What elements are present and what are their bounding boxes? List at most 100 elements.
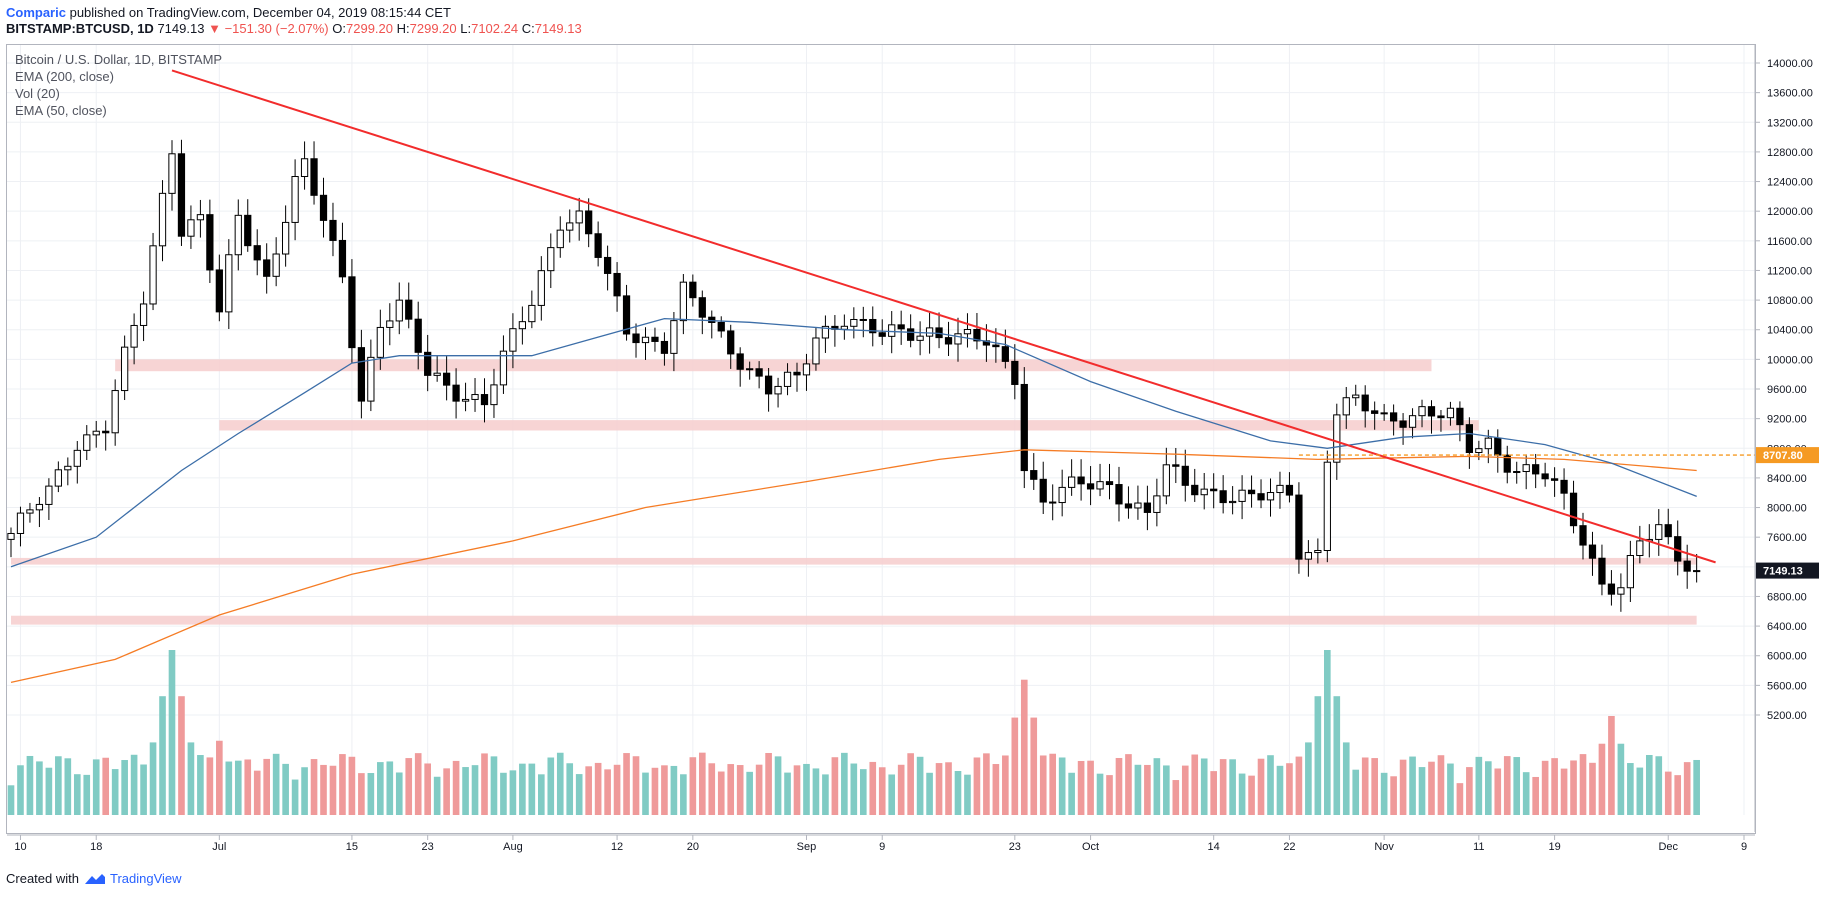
candle-body xyxy=(1333,414,1341,463)
volume-bar xyxy=(575,774,583,815)
candle-body xyxy=(1314,549,1322,554)
candle-body xyxy=(992,344,1000,348)
candle-body xyxy=(1664,524,1672,538)
y-tick-label: 6000.00 xyxy=(1767,651,1807,663)
y-tick-label: 10000.00 xyxy=(1767,354,1813,366)
candle-body xyxy=(793,371,801,376)
candle-body xyxy=(92,430,100,436)
volume-bar xyxy=(83,774,91,815)
author-link[interactable]: Comparic xyxy=(6,5,66,20)
volume-bar xyxy=(1106,775,1113,815)
volume-bar xyxy=(329,765,337,815)
legend-title[interactable]: Bitcoin / U.S. Dollar, 1D, BITSTAMP xyxy=(15,52,223,67)
candle-body xyxy=(158,192,167,247)
candle-body xyxy=(1068,476,1076,488)
volume-bar xyxy=(604,769,611,815)
volume-bar xyxy=(1134,764,1142,815)
volume-bar xyxy=(149,742,157,815)
volume-bar xyxy=(954,771,962,815)
volume-bar xyxy=(859,769,867,815)
candle-body xyxy=(149,245,157,305)
candle-body xyxy=(357,347,366,402)
volume-bar xyxy=(651,767,659,815)
candle-body xyxy=(1238,489,1246,502)
candle-body xyxy=(1579,525,1587,546)
volume-bar xyxy=(1248,775,1255,815)
volume-bar xyxy=(1494,768,1502,815)
candle-body xyxy=(121,346,129,392)
candle-body xyxy=(405,299,413,320)
volume-bar xyxy=(670,765,678,815)
candle-body xyxy=(1020,383,1028,472)
low-label: L: xyxy=(460,21,472,36)
candle-body xyxy=(1162,464,1170,497)
volume-bar xyxy=(698,752,706,815)
candle-body xyxy=(1569,492,1578,527)
volume-bar xyxy=(1361,757,1369,815)
candle-body xyxy=(64,465,72,471)
candle-body xyxy=(206,214,214,271)
candle-body xyxy=(1522,464,1530,473)
y-tick-label: 8400.00 xyxy=(1767,473,1807,485)
candle-body xyxy=(670,320,678,354)
candle-body xyxy=(1427,406,1436,417)
candle-body xyxy=(537,270,545,306)
volume-bar xyxy=(765,752,772,815)
candle-body xyxy=(556,229,564,249)
candle-body xyxy=(1352,394,1360,399)
candle-body xyxy=(736,353,744,370)
volume-bar xyxy=(774,756,782,815)
legend-ema200[interactable]: EMA (200, close) xyxy=(15,69,114,84)
volume-bar xyxy=(168,650,176,815)
high-label: H: xyxy=(396,21,410,36)
candle-body xyxy=(386,320,394,328)
close-value: 7149.13 xyxy=(534,21,582,36)
legend-vol[interactable]: Vol (20) xyxy=(15,86,60,101)
chart-legend: Bitcoin / U.S. Dollar, 1D, BITSTAMP EMA … xyxy=(15,51,222,119)
volume-bar xyxy=(642,772,649,815)
candle-body xyxy=(1389,412,1398,422)
candle-body xyxy=(16,512,25,534)
volume-bar xyxy=(1674,775,1682,815)
volume-bar xyxy=(102,757,110,815)
candle-body xyxy=(528,304,536,323)
candle-body xyxy=(1115,484,1123,505)
volume-bar xyxy=(234,760,242,815)
y-tick-label: 12800.00 xyxy=(1767,147,1813,159)
candle-body xyxy=(329,219,337,241)
candle-body xyxy=(26,509,34,514)
volume-bar xyxy=(301,767,308,815)
volume-bar xyxy=(1058,757,1066,815)
candle-body xyxy=(111,390,119,434)
tradingview-brand[interactable]: TradingView xyxy=(109,871,182,886)
volume-bar xyxy=(1352,769,1360,815)
candle-body xyxy=(1143,502,1152,513)
volume-bar xyxy=(1645,755,1653,815)
volume-bar xyxy=(414,753,422,815)
volume-bar xyxy=(613,764,621,815)
volume-bar xyxy=(1125,754,1132,815)
candle-body xyxy=(272,253,280,277)
volume-bar xyxy=(244,759,252,815)
candle-body xyxy=(613,272,621,297)
candle-body xyxy=(1077,476,1085,485)
candle-body xyxy=(310,158,318,196)
volume-bar xyxy=(216,740,223,815)
candle-body xyxy=(139,303,148,326)
volume-bar xyxy=(358,773,365,815)
candle-body xyxy=(35,503,44,511)
candle-body xyxy=(907,328,915,341)
volume-bar xyxy=(121,760,128,815)
volume-bar xyxy=(1608,716,1615,815)
last-price-text: 7149.13 xyxy=(157,21,205,36)
y-tick-label: 11600.00 xyxy=(1767,236,1812,248)
candle-body xyxy=(1086,483,1095,490)
candle-body xyxy=(1200,488,1208,496)
tradingview-logo-icon[interactable] xyxy=(84,873,106,885)
legend-ema50[interactable]: EMA (50, close) xyxy=(15,103,107,118)
volume-bar xyxy=(1447,763,1454,815)
candle-body xyxy=(1437,415,1445,419)
x-tick-label: 23 xyxy=(422,841,434,853)
volume-bar xyxy=(1163,765,1170,815)
